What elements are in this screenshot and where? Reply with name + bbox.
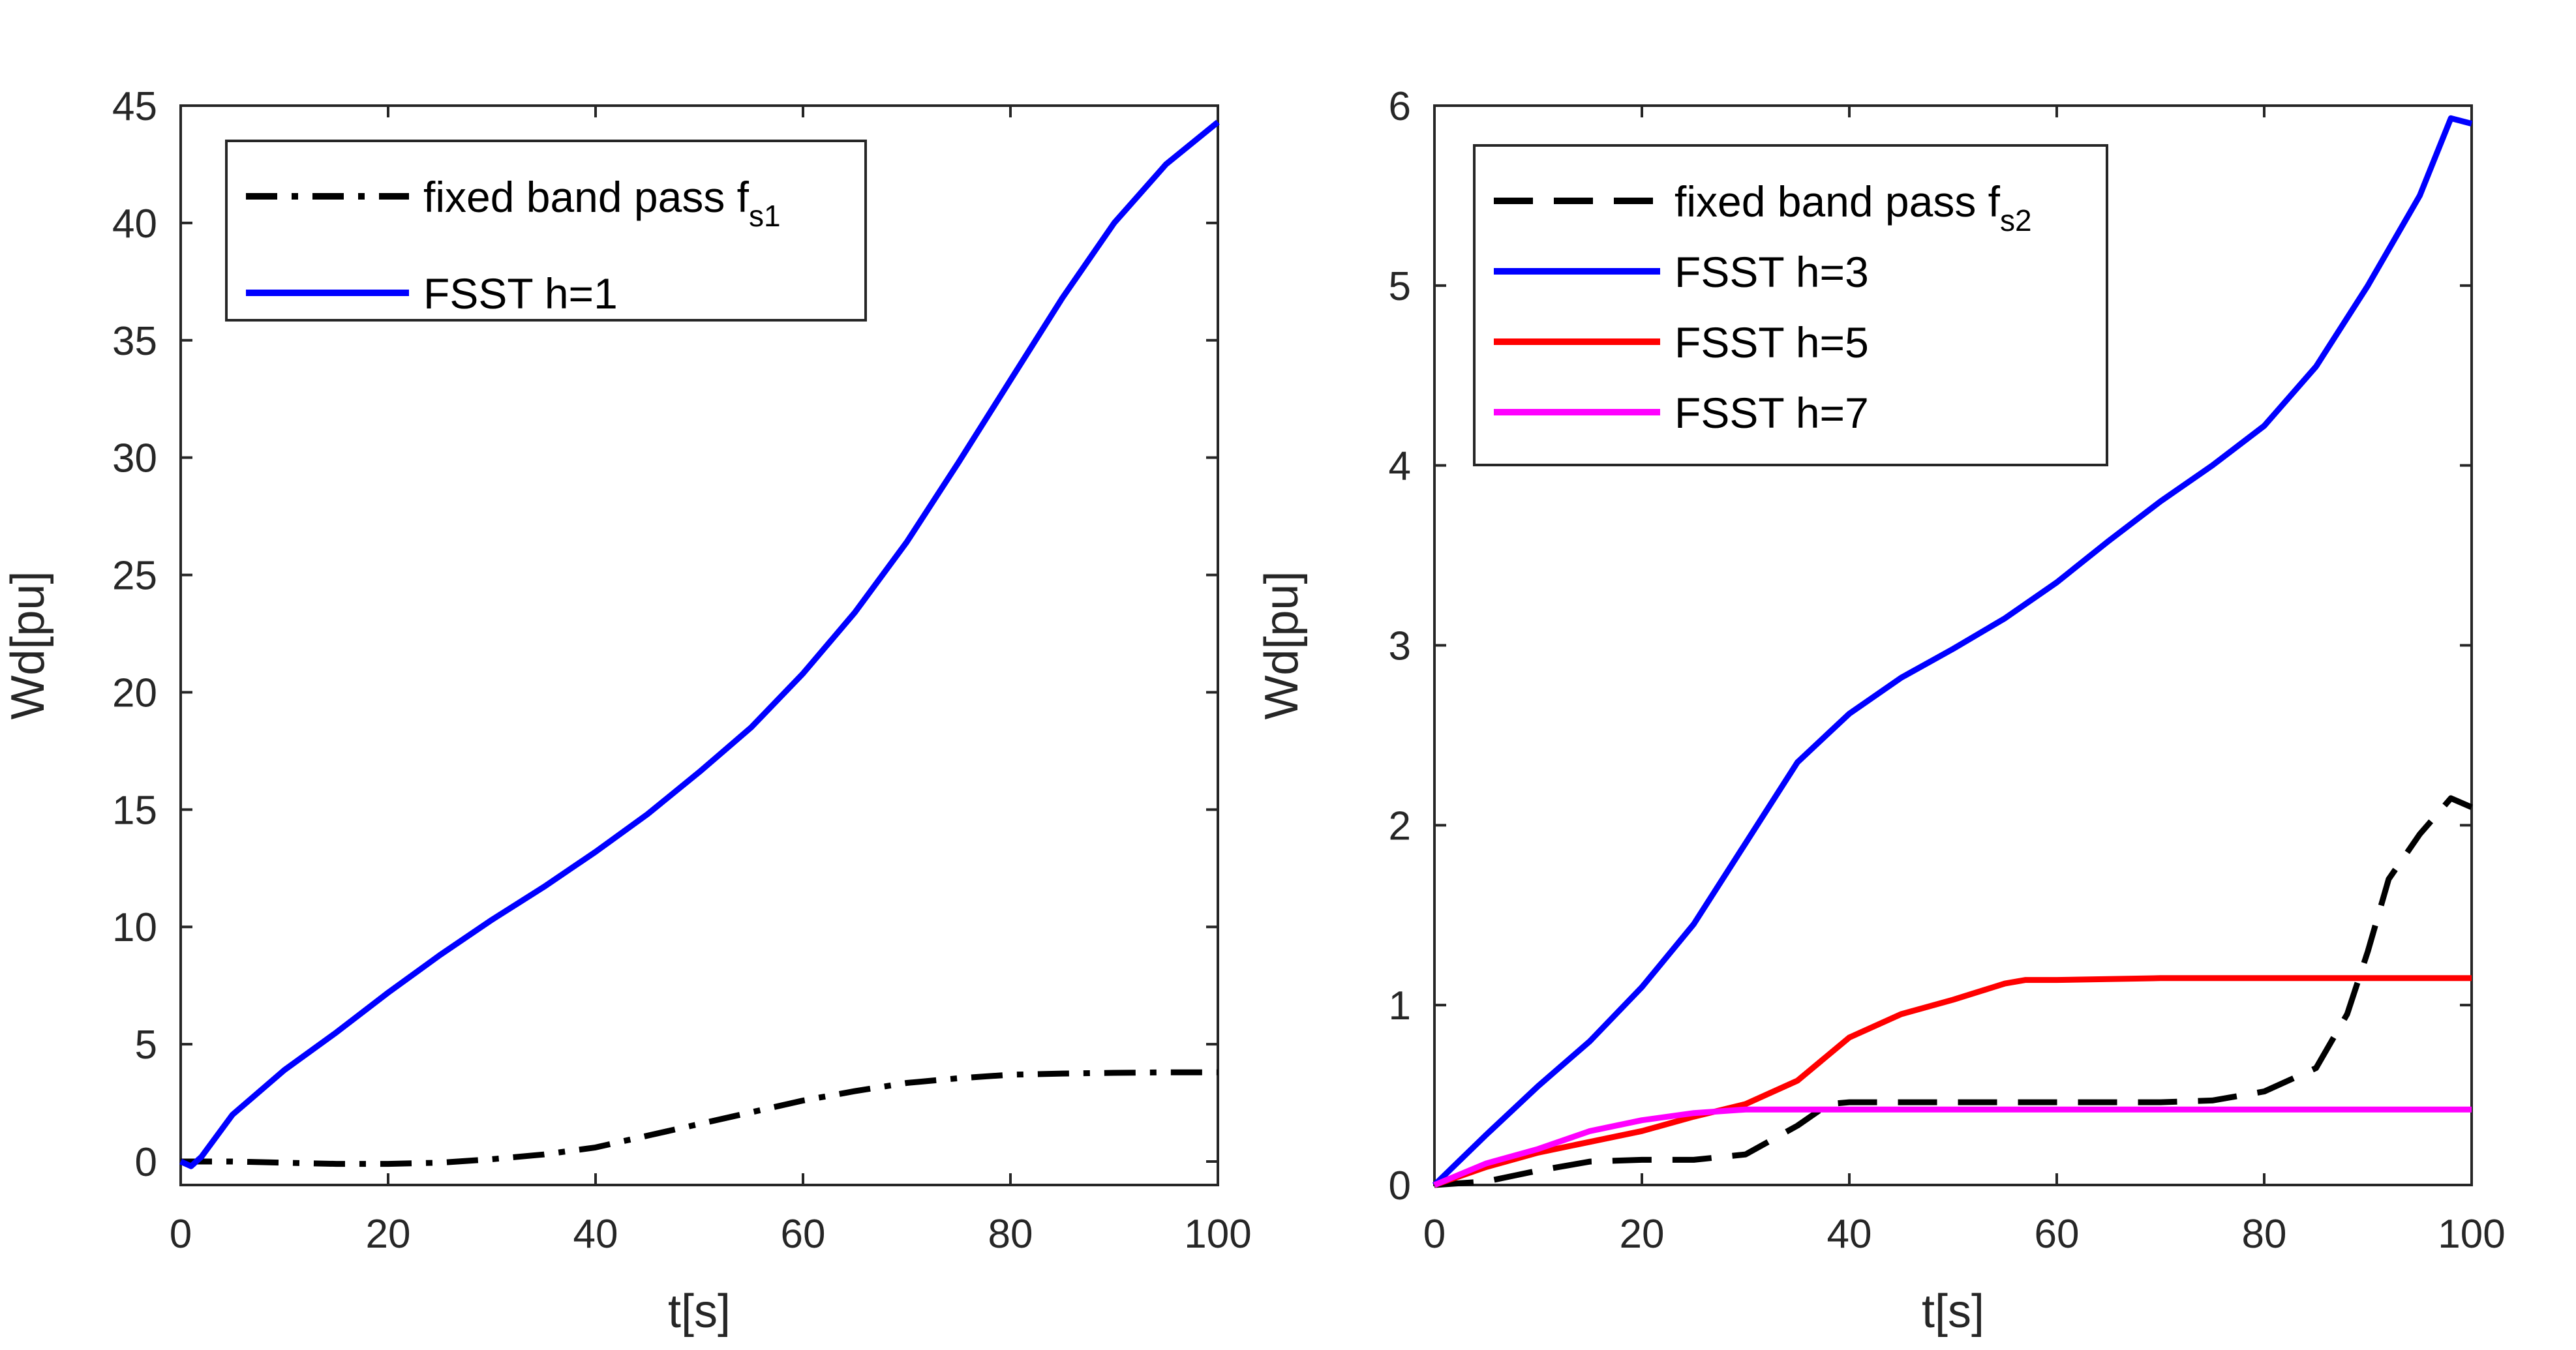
y-axis-label: Wd[pu] bbox=[2, 571, 54, 719]
y-tick-label: 1 bbox=[1389, 983, 1411, 1028]
legend-entry-label: fixed band pass fs1 bbox=[423, 173, 781, 233]
legend-box bbox=[225, 140, 867, 322]
series-line-1 bbox=[179, 119, 1220, 1169]
x-tick-label: 80 bbox=[2242, 1212, 2287, 1257]
legend-entry-label: FSST h=5 bbox=[1674, 318, 1869, 367]
x-axis-label: t[s] bbox=[1922, 1285, 1984, 1338]
y-tick-label: 25 bbox=[112, 554, 157, 599]
legend-entry-subscript: s2 bbox=[2000, 203, 2032, 237]
series-line-0 bbox=[1434, 795, 2473, 1188]
legend-entry-text: FSST h=5 bbox=[1674, 318, 1869, 367]
right-plot-panel: 0 20 40 60 80 100 0 1 2 3 4 5 6 t[s] Wd[pu] fixed band … bbox=[1256, 84, 2506, 1338]
x-tick-label: 60 bbox=[2035, 1212, 2080, 1257]
x-tick-label: 0 bbox=[170, 1212, 192, 1257]
y-axis-label: Wd[pu] bbox=[1256, 571, 1308, 719]
y-tick-label: 4 bbox=[1389, 444, 1411, 489]
x-axis-label: t[s] bbox=[668, 1285, 731, 1338]
x-tick-label: 60 bbox=[781, 1212, 826, 1257]
y-tick-label: 3 bbox=[1389, 624, 1411, 669]
y-tick-label: 2 bbox=[1389, 803, 1411, 848]
x-tick-label: 20 bbox=[1620, 1212, 1665, 1257]
y-tick-label: 5 bbox=[135, 1023, 157, 1068]
series-line-0 bbox=[181, 1069, 1218, 1167]
legend-entry-label: FSST h=7 bbox=[1674, 389, 1869, 437]
series-line-3 bbox=[1433, 1106, 2472, 1188]
legend-entry-text: fixed band pass f bbox=[423, 173, 750, 221]
y-tick-label: 20 bbox=[112, 670, 157, 715]
x-tick-label: 40 bbox=[573, 1212, 618, 1257]
y-tick-label: 15 bbox=[112, 788, 157, 833]
plot-area-frame bbox=[179, 104, 1219, 1186]
x-tick-label: 40 bbox=[1827, 1212, 1872, 1257]
y-tick-label: 40 bbox=[112, 202, 157, 247]
series-line-1 bbox=[1432, 115, 2473, 1188]
y-tick-label: 5 bbox=[1389, 264, 1411, 309]
legend-entry-text: FSST h=7 bbox=[1674, 389, 1869, 437]
x-tick-label: 100 bbox=[1184, 1212, 1251, 1257]
y-tick-label: 6 bbox=[1389, 84, 1411, 129]
x-tick-label: 0 bbox=[1423, 1212, 1446, 1257]
legend-entry-text: FSST h=3 bbox=[1674, 248, 1869, 296]
legend-entry-subscript: s1 bbox=[749, 199, 781, 233]
x-tick-label: 20 bbox=[366, 1212, 411, 1257]
y-tick-label: 10 bbox=[112, 905, 157, 950]
legend-entry-label: FSST h=1 bbox=[423, 269, 618, 318]
legend-entry-text: fixed band pass f bbox=[1674, 177, 2001, 226]
y-tick-label: 0 bbox=[1389, 1163, 1411, 1208]
y-tick-label: 0 bbox=[135, 1140, 157, 1185]
series-line-2 bbox=[1433, 975, 2472, 1188]
y-tick-label: 35 bbox=[112, 319, 157, 364]
legend-entry-text: FSST h=1 bbox=[423, 269, 618, 318]
x-tick-label: 100 bbox=[2438, 1212, 2505, 1257]
legend-entry-label: FSST h=3 bbox=[1674, 248, 1869, 296]
left-plot-panel: 0 20 40 60 80 100 0 5 10 15 20 25 30 35 40 45 t[s] Wd[pu]… bbox=[2, 84, 1252, 1338]
x-tick-label: 80 bbox=[988, 1212, 1033, 1257]
legend-entry-label: fixed band pass fs2 bbox=[1674, 177, 2032, 237]
y-tick-label: 45 bbox=[112, 84, 157, 129]
y-tick-label: 30 bbox=[112, 436, 157, 481]
